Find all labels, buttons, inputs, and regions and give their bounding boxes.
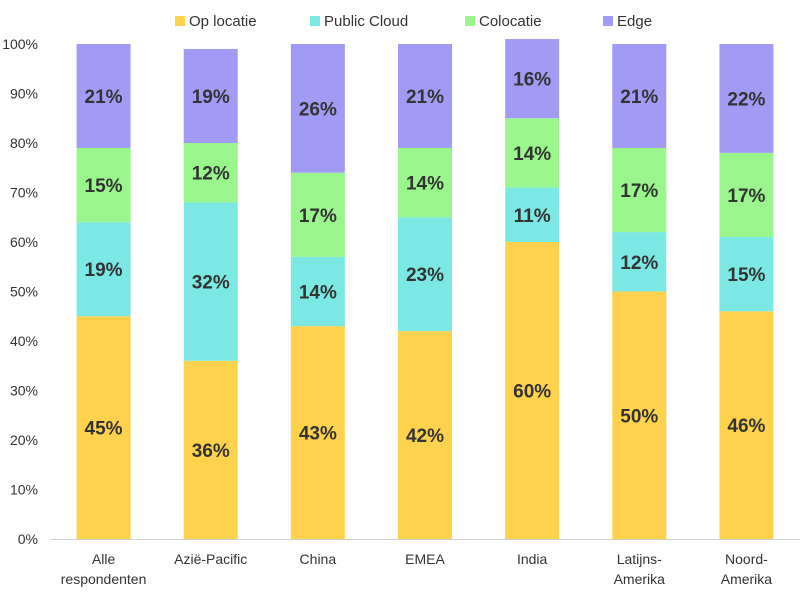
bar-segment [398,44,452,148]
data-label: 14% [406,174,444,195]
category-label: Alle respondenten [61,551,147,587]
bar-segment [76,316,131,539]
data-label: 45% [85,419,123,440]
bar-segment [505,118,560,188]
bar-segment [398,331,452,539]
data-label: 23% [406,265,444,286]
bar-segment [612,291,667,539]
y-tick-label: 20% [10,432,38,448]
data-label: 17% [727,186,765,207]
bar-segment [612,147,667,233]
bar-segment [612,44,667,148]
bar-segment [183,143,238,203]
data-label: 12% [620,253,658,274]
data-label: 17% [620,181,658,202]
legend-label: Colocatie [479,13,542,30]
data-label: 26% [299,99,337,120]
y-tick-label: 90% [10,86,38,102]
legend-label: Edge [617,13,652,30]
bar-segment [398,217,452,332]
y-tick-label: 80% [10,135,38,151]
legend-label: Op locatie [189,13,257,30]
y-tick-label: 40% [10,333,38,349]
bars [76,39,774,539]
data-label: 50% [620,406,658,427]
y-tick-label: 60% [10,234,38,250]
bar-segment [719,152,774,238]
bar-segment [719,237,774,312]
y-tick-label: 70% [10,185,38,201]
bar-segment [398,147,452,218]
data-label: 14% [513,144,551,165]
data-label: 15% [85,176,123,197]
bar-segment [505,187,560,242]
bar-segment [183,48,238,144]
data-label: 19% [85,260,123,281]
bar-segment [719,44,774,153]
data-label: 32% [192,273,230,294]
y-tick-label: 30% [10,383,38,399]
bar-segment [290,256,345,327]
data-label: 36% [192,441,230,462]
category-label: China [300,551,337,567]
bar-segment [76,147,131,223]
data-label: 42% [406,426,444,447]
bar-segment [290,172,345,257]
bar-segment [76,222,131,317]
y-tick-label: 0% [18,531,38,547]
category-label-line: India [517,551,548,567]
category-label: EMEA [405,551,445,567]
data-label: 16% [513,70,551,91]
category-label: Noord- Amerika [721,551,773,587]
data-label: 60% [513,382,551,403]
data-label: 22% [727,89,765,110]
data-label: 15% [727,265,765,286]
data-label: 43% [299,424,337,445]
data-label: 21% [620,87,658,108]
y-tick-label: 100% [2,36,38,52]
category-label-line: China [300,551,337,567]
bar-segment [290,44,345,173]
bar-segment [612,232,667,292]
category-label-line: Amerika [721,571,773,587]
category-label-line: Azië-Pacific [174,551,247,567]
category-label-line: Latijns- [617,551,662,567]
category-label-line: Amerika [614,571,666,587]
data-labels: 45% 19% 15% 21% 36% 32% 12% 19% 43% 14% 17% 26% 42% 2… [85,70,766,462]
data-label: 21% [85,87,123,108]
data-label: 21% [406,87,444,108]
x-axis: Alle respondenten Azië-Pacific China EMEA Ind… [50,539,800,587]
legend: Op locatie Public Cloud Colocatie Edge [175,13,652,30]
bar-segment [505,242,560,539]
data-label: 17% [299,206,337,227]
legend-swatch [310,16,320,26]
data-label: 11% [514,206,551,227]
data-label: 14% [299,283,337,304]
legend-label: Public Cloud [324,13,408,30]
bar-segment [183,360,238,539]
bar-segment [505,39,560,119]
category-label-line: respondenten [61,571,147,587]
y-axis: 0% 10% 20% 30% 40% 50% 60% 70% 80% 90% 100% [2,36,38,547]
category-label-line: Noord- [725,551,768,567]
legend-swatch [603,16,613,26]
category-label-line: Alle [92,551,116,567]
y-tick-label: 10% [10,482,38,498]
bar-segment [183,202,238,361]
y-tick-label: 50% [10,284,38,300]
category-label-line: EMEA [405,551,445,567]
category-label: India [517,551,548,567]
bar-segment [76,44,131,148]
category-label: Latijns- Amerika [614,551,666,587]
category-label: Azië-Pacific [174,551,247,567]
data-label: 46% [727,416,765,437]
legend-swatch [175,16,185,26]
bar-segment [719,311,774,539]
data-label: 19% [192,87,230,108]
legend-swatch [465,16,475,26]
data-label: 12% [192,164,230,185]
bar-segment [290,326,345,539]
